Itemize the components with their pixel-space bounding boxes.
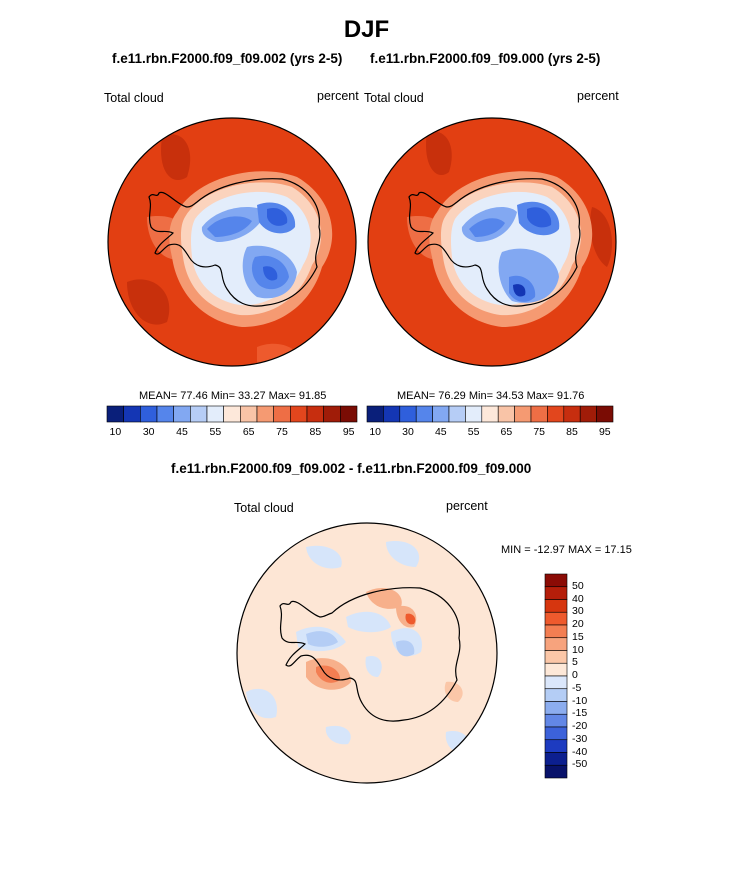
colorbar-swatch — [173, 405, 191, 423]
colorbar-swatch — [544, 713, 568, 728]
colorbar-swatch — [544, 573, 568, 588]
colorbar-swatch — [544, 637, 568, 651]
colorbar-swatch — [544, 752, 568, 766]
colorbar-swatch — [399, 405, 417, 423]
right-stats: MEAN= 76.29 Min= 34.53 Max= 91.76 — [397, 390, 585, 402]
colorbar-swatch — [415, 405, 433, 423]
colorbar-tick-label: 75 — [533, 426, 546, 438]
right-polar-map — [367, 117, 617, 367]
left-polar-map — [107, 117, 357, 367]
colorbar-tick-label: 45 — [176, 426, 188, 438]
colorbar-tick-label: 95 — [342, 426, 355, 438]
colorbar-swatch — [383, 405, 401, 423]
colorbar-swatch — [563, 405, 581, 423]
colorbar-tick-label: 55 — [467, 426, 480, 438]
colorbar-tick-label: -40 — [572, 745, 588, 758]
left-field-label: Total cloud — [104, 91, 164, 105]
colorbar-swatch — [223, 405, 241, 423]
colorbar-swatch — [273, 405, 291, 423]
colorbar-swatch — [544, 611, 568, 626]
colorbar-tick-label: 20 — [572, 618, 584, 630]
right-units-label: percent — [577, 89, 619, 103]
colorbar-swatch — [432, 405, 450, 423]
diff-units-label: percent — [446, 499, 488, 513]
colorbar-swatch — [340, 405, 358, 423]
colorbar-swatch — [544, 599, 568, 613]
colorbar-swatch — [544, 764, 568, 779]
colorbar-swatch — [530, 405, 548, 423]
colorbar-tick-label: 95 — [598, 426, 611, 438]
right-panel-case-title: f.e11.rbn.F2000.f09_f09.000 (yrs 2-5) — [370, 51, 601, 66]
colorbar-swatch — [547, 405, 565, 423]
colorbar-tick-label: 65 — [242, 426, 255, 438]
colorbar-tick-label: 85 — [309, 426, 322, 438]
colorbar-swatch — [190, 405, 208, 423]
diff-stats: MIN = -12.97 MAX = 17.15 — [501, 544, 632, 556]
colorbar-swatch — [544, 739, 568, 753]
left-colorbar — [106, 405, 358, 423]
colorbar-swatch — [481, 405, 499, 423]
colorbar-tick-label: -20 — [572, 720, 588, 732]
colorbar-tick-label: 10 — [369, 426, 382, 438]
colorbar-swatch — [579, 405, 597, 423]
colorbar-swatch — [323, 405, 341, 423]
right-field-label: Total cloud — [364, 91, 424, 105]
colorbar-swatch — [497, 405, 515, 423]
colorbar-swatch — [544, 650, 568, 664]
colorbar-swatch — [206, 405, 224, 423]
diff-polar-map — [236, 522, 498, 784]
colorbar-tick-label: 85 — [566, 426, 578, 438]
colorbar-swatch — [290, 405, 308, 423]
colorbar-tick-label: 0 — [572, 669, 578, 681]
colorbar-swatch — [544, 662, 568, 677]
colorbar-swatch — [465, 405, 483, 423]
left-stats: MEAN= 77.46 Min= 33.27 Max= 91.85 — [139, 390, 327, 402]
colorbar-swatch — [106, 405, 124, 423]
colorbar-swatch — [544, 675, 568, 690]
left-panel-case-title: f.e11.rbn.F2000.f09_f09.002 (yrs 2-5) — [112, 51, 343, 66]
colorbar-swatch — [544, 586, 568, 600]
colorbar-swatch — [140, 405, 158, 423]
colorbar-swatch — [306, 405, 324, 423]
colorbar-swatch — [544, 624, 568, 639]
colorbar-tick-label: -30 — [572, 732, 588, 745]
colorbar-tick-label: 10 — [109, 426, 122, 438]
colorbar-tick-label: 50 — [572, 579, 584, 592]
colorbar-tick-label: 30 — [402, 426, 414, 438]
colorbar-tick-label: -15 — [572, 707, 588, 720]
colorbar-tick-label: 5 — [572, 656, 578, 669]
colorbar-tick-label: 30 — [572, 605, 584, 618]
colorbar-swatch — [256, 405, 274, 423]
diff-field-label: Total cloud — [234, 501, 294, 515]
diff-colorbar — [544, 573, 568, 779]
colorbar-tick-label: 10 — [572, 643, 584, 656]
colorbar-swatch — [544, 701, 568, 715]
colorbar-swatch — [123, 405, 141, 423]
colorbar-swatch — [544, 688, 568, 702]
colorbar-tick-label: -5 — [572, 681, 582, 694]
colorbar-tick-label: -10 — [572, 694, 588, 707]
colorbar-swatch — [366, 405, 384, 423]
colorbar-swatch — [544, 726, 568, 741]
left-units-label: percent — [317, 89, 359, 103]
plot-title: DJF — [343, 16, 390, 43]
colorbar-tick-label: 30 — [142, 426, 155, 438]
colorbar-tick-label: 75 — [276, 426, 288, 438]
colorbar-tick-label: 15 — [572, 630, 584, 643]
right-colorbar — [366, 405, 614, 423]
colorbar-tick-label: 55 — [209, 426, 222, 438]
colorbar-swatch — [596, 405, 614, 423]
colorbar-swatch — [514, 405, 532, 423]
colorbar-swatch — [156, 405, 174, 423]
colorbar-swatch — [448, 405, 466, 423]
colorbar-tick-label: 45 — [434, 426, 447, 438]
colorbar-tick-label: 40 — [572, 592, 584, 605]
colorbar-swatch — [240, 405, 258, 423]
colorbar-tick-label: 65 — [500, 426, 513, 438]
colorbar-tick-label: -50 — [572, 758, 588, 771]
diff-panel-title: f.e11.rbn.F2000.f09_f09.002 - f.e11.rbn.… — [171, 461, 532, 476]
